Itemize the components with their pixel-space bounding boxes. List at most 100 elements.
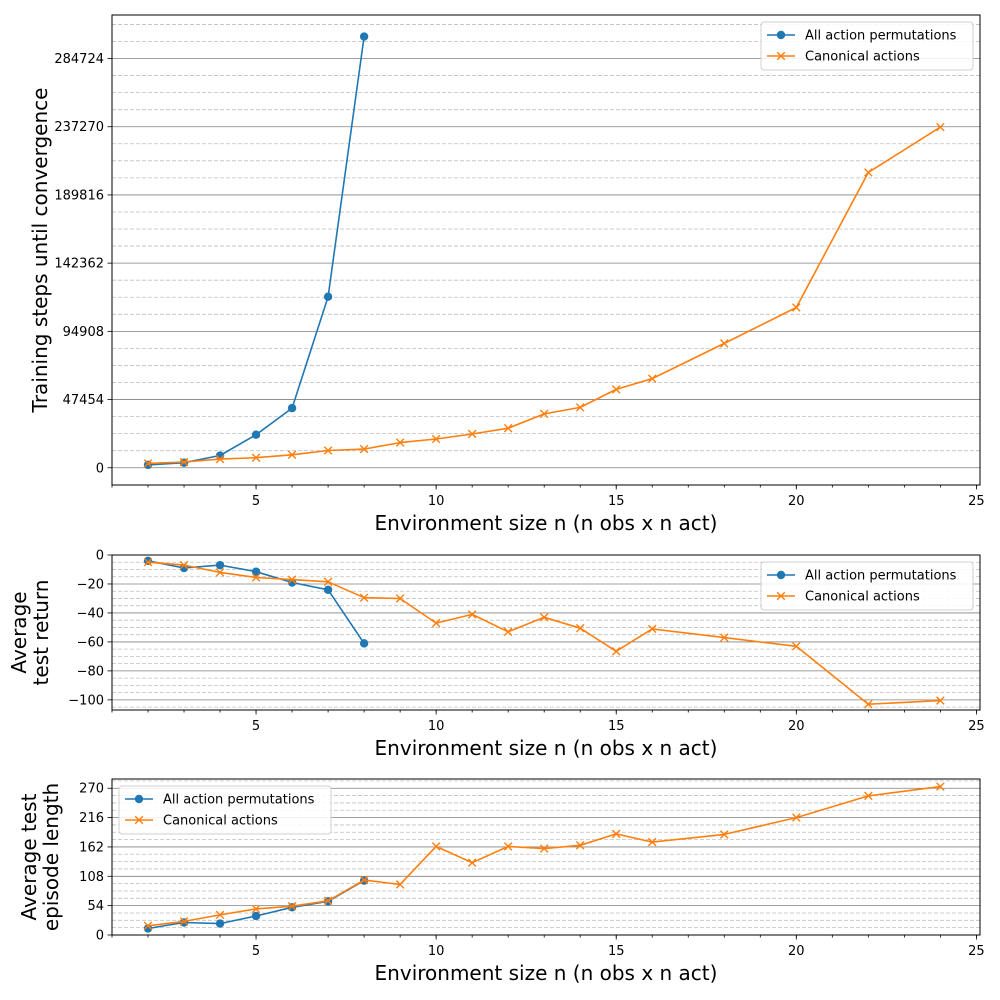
x-tick-label: 15 [608,944,625,959]
x-tick-label: 10 [428,719,445,734]
data-point [323,577,333,587]
y-axis-label-line: Training steps until convergence [28,88,52,414]
data-point [323,585,333,594]
data-point [215,568,225,577]
data-point [287,903,297,912]
y-axis-label-line: test return [29,580,53,686]
series-canonical-actions [143,122,945,468]
data-point [467,610,477,619]
y-axis-label-line: Average test [17,793,41,920]
x-tick-label: 5 [252,944,260,959]
y-axis-label-line: episode length [39,783,63,931]
legend-label: Canonical actions [163,814,278,829]
y-tick-label: 0 [96,549,104,564]
data-point [431,618,441,628]
data-point [215,910,225,920]
data-point [359,639,369,648]
data-point [359,593,369,603]
series-canonical-actions [143,782,945,931]
data-point [143,924,153,933]
legend-box [760,561,974,611]
data-point [611,647,621,656]
legend-label: All action permutations [163,793,315,808]
legend-marker [776,570,786,580]
x-tick-label: 5 [252,719,260,734]
data-point [936,782,945,791]
legend: All action permutations Canonical actions [760,21,974,71]
data-point [936,122,945,132]
data-point [215,454,225,464]
y-axis-label: Average testepisode length [17,783,63,931]
data-point [359,444,369,454]
series-canonical-actions [143,557,945,709]
data-point [431,434,441,444]
plot-frame [111,778,981,936]
data-point [539,612,549,622]
data-point [395,438,405,447]
legend-label: Canonical actions [805,590,920,605]
y-tick-label: 54 [87,899,104,914]
y-tick-label: −40 [77,606,104,621]
data-point [647,837,657,847]
data-point [539,844,549,853]
data-point [251,430,261,439]
series-line [147,36,365,466]
y-tick-label: 189816 [54,188,104,203]
data-point [575,623,585,633]
data-point [143,557,153,567]
x-tick-label: 20 [788,494,805,509]
data-point [792,813,801,822]
x-axis-label: Environment size n (n obs x n act) [375,961,718,985]
y-tick-label: 142362 [54,257,104,272]
x-tick-label: 20 [788,944,805,959]
legend-marker [134,815,144,825]
test-return-chart: 5 10 15 20 25 0 −20 −40 −60 −80 −100 Environment si… [7,549,985,761]
y-tick-label: 47454 [63,393,104,408]
data-point [215,560,225,570]
x-tick-label: 25 [968,944,985,959]
data-point [287,901,297,911]
data-point [179,457,189,467]
data-point [143,459,153,468]
x-tick-label: 15 [608,494,625,509]
data-point [215,919,225,928]
legend-box [118,785,332,835]
data-point [251,573,261,582]
training-steps-chart: 5 10 15 20 25 0 47454 94908 142362 189816 237270 28… [28,14,985,535]
x-tick-label: 15 [608,719,625,734]
y-axis-label: Training steps until convergence [28,88,52,414]
data-point [251,453,261,462]
data-point [575,403,585,412]
y-tick-label: −80 [77,664,104,679]
data-point [143,921,153,931]
legend-marker [134,794,144,804]
data-point [359,875,369,885]
x-tick-label: 5 [252,494,260,509]
data-point [936,696,945,705]
data-point [503,842,513,851]
episode-length-chart: 5 10 15 20 25 0 54 108 162 216 270 Environment size… [17,778,985,985]
y-tick-label: −100 [68,693,104,708]
legend-marker [776,591,786,601]
data-point [395,594,405,603]
data-point [503,423,513,433]
legend-marker [776,30,786,40]
y-tick-label: 0 [96,929,104,944]
x-axis-label: Environment size n (n obs x n act) [375,511,718,535]
data-point [323,292,333,301]
legend-label: All action permutations [805,569,957,584]
y-tick-label: −20 [77,577,104,592]
y-tick-label: 216 [79,811,104,826]
data-point [647,624,657,634]
y-tick-label: 0 [96,461,104,476]
data-point [792,303,801,312]
legend-label: All action permutations [805,29,957,44]
data-point [539,409,549,419]
legend-label: Canonical actions [805,50,920,65]
data-point [359,32,369,41]
data-point [323,896,333,906]
data-point [467,429,477,439]
y-tick-label: −60 [77,635,104,650]
x-tick-label: 10 [428,494,445,509]
data-point [251,904,261,914]
